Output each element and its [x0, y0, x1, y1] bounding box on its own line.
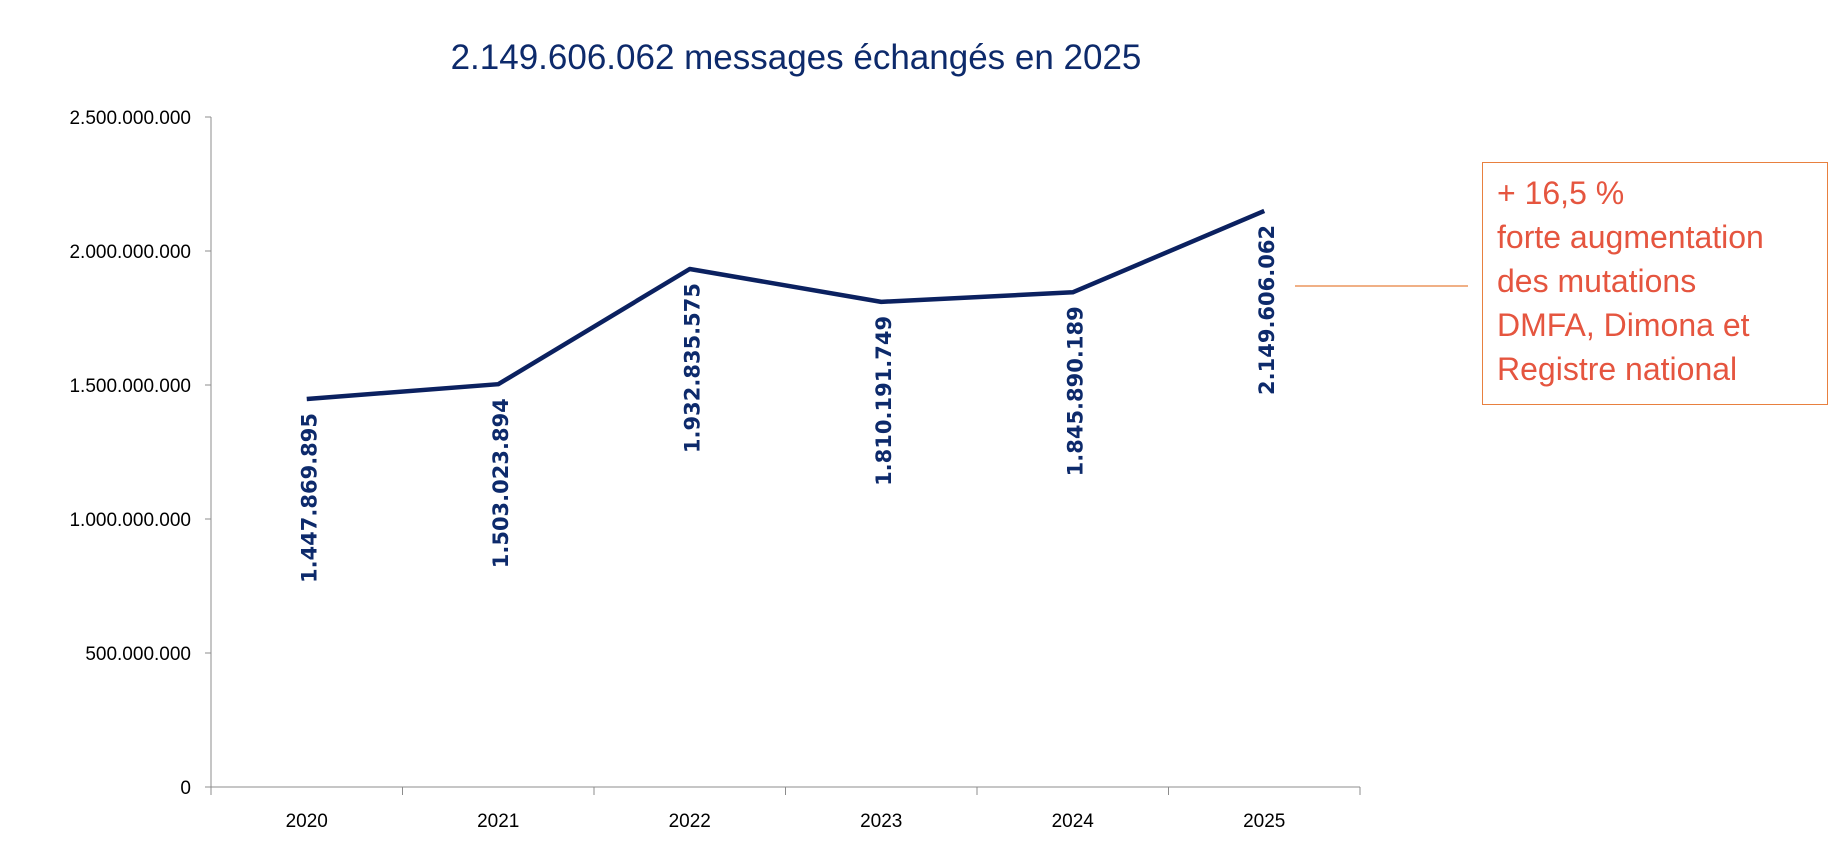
- data-label: 2.149.606.062: [1255, 225, 1279, 395]
- annotation-line: des mutations: [1497, 263, 1697, 299]
- annotation-line: + 16,5 %: [1497, 175, 1625, 211]
- data-label: 1.932.835.575: [681, 283, 705, 453]
- series-line: [306, 208, 1266, 402]
- x-tick-label: 2021: [477, 811, 519, 832]
- annotation-callout: + 16,5 % forte augmentation des mutation…: [1482, 162, 1828, 405]
- y-tick-label: 500.000.000: [85, 644, 191, 665]
- y-tick-label: 1.000.000.000: [69, 510, 191, 531]
- annotation-line: Registre national: [1497, 351, 1738, 387]
- y-tick-label: 0: [180, 778, 191, 799]
- x-tick-label: 2023: [860, 811, 902, 832]
- x-tick-label: 2025: [1243, 811, 1285, 832]
- y-tick-label: 1.500.000.000: [69, 376, 191, 397]
- data-label: 1.845.890.189: [1064, 306, 1088, 476]
- x-tick-label: 2022: [669, 811, 711, 832]
- y-tick-label: 2.500.000.000: [69, 108, 191, 129]
- chart-title: 2.149.606.062 messages échangés en 2025: [450, 38, 1142, 77]
- annotation-line: DMFA, Dimona et: [1497, 307, 1750, 343]
- data-label: 1.810.191.749: [872, 316, 896, 486]
- annotation-line: forte augmentation: [1497, 219, 1764, 255]
- x-tick-label: 2020: [286, 811, 328, 832]
- data-label: 1.503.023.894: [489, 398, 513, 568]
- data-label: 1.447.869.895: [298, 413, 322, 583]
- y-tick-label: 2.000.000.000: [69, 242, 191, 263]
- x-tick-label: 2024: [1052, 811, 1095, 832]
